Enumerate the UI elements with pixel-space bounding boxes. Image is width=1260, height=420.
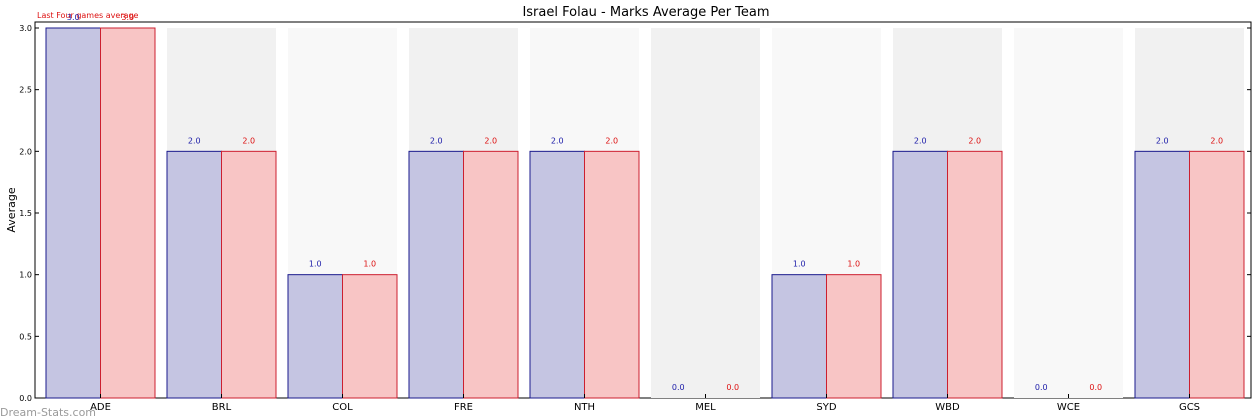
x-tick-label-ade: ADE [90, 402, 111, 413]
y-tick-label-6: 3.0 [19, 24, 32, 33]
bar-col-series2 [342, 274, 398, 399]
data-label-syd-series2: 1.0 [847, 260, 860, 269]
chart-title: Israel Folau - Marks Average Per Team [522, 5, 769, 20]
data-label-col-series2: 1.0 [363, 260, 376, 269]
x-tick-label-wbd: WBD [935, 402, 960, 413]
bar-wbd-series2 [947, 150, 1003, 399]
data-label-syd-series1: 1.0 [793, 260, 806, 269]
data-label-mel-series2: 0.0 [726, 383, 739, 392]
bar-wbd-series1 [892, 150, 948, 399]
x-tick-label-nth: NTH [574, 402, 595, 413]
x-tick-label-brl: BRL [212, 402, 232, 413]
bar-ade-series1 [45, 27, 101, 399]
data-label-fre-series2: 2.0 [484, 136, 497, 145]
x-tick-label-syd: SYD [816, 402, 836, 413]
bar-nth-series1 [529, 150, 585, 399]
data-label-brl-series2: 2.0 [242, 136, 255, 145]
data-label-wce-series1: 0.0 [1035, 383, 1048, 392]
bar-gcs-series2 [1189, 150, 1245, 399]
y-tick-label-4: 2.0 [19, 147, 32, 156]
y-tick-label-0: 0.0 [19, 394, 32, 403]
data-label-gcs-series1: 2.0 [1156, 136, 1169, 145]
x-tick-label-mel: MEL [695, 402, 716, 413]
bar-syd-series2 [826, 274, 882, 399]
data-label-wce-series2: 0.0 [1089, 383, 1102, 392]
data-label-ade-series2: 3.0 [121, 13, 134, 22]
watermark: Dream-Stats.com [0, 406, 97, 419]
data-label-fre-series1: 2.0 [430, 136, 443, 145]
background-band-mel [651, 28, 760, 398]
legend-last-four: Last Four games average [37, 11, 139, 20]
bar-brl-series1 [166, 150, 222, 399]
x-tick-label-fre: FRE [454, 402, 473, 413]
data-label-ade-series1: 3.0 [67, 13, 80, 22]
bar-fre-series1 [408, 150, 464, 399]
y-tick-label-1: 0.5 [19, 332, 32, 341]
background-band-wce [1014, 28, 1123, 398]
data-label-nth-series1: 2.0 [551, 136, 564, 145]
y-axis-label: Average [5, 187, 18, 232]
data-label-wbd-series2: 2.0 [968, 136, 981, 145]
bar-col-series1 [287, 274, 343, 399]
data-label-mel-series1: 0.0 [672, 383, 685, 392]
bar-syd-series1 [771, 274, 827, 399]
data-label-col-series1: 1.0 [309, 260, 322, 269]
y-tick-label-3: 1.5 [19, 209, 32, 218]
y-tick-label-5: 2.5 [19, 86, 32, 95]
y-tick-label-2: 1.0 [19, 271, 32, 280]
bar-nth-series2 [584, 150, 640, 399]
data-label-nth-series2: 2.0 [605, 136, 618, 145]
bar-brl-series2 [221, 150, 277, 399]
x-tick-label-gcs: GCS [1179, 402, 1200, 413]
bar-ade-series2 [100, 27, 156, 399]
bar-fre-series2 [463, 150, 519, 399]
data-label-wbd-series1: 2.0 [914, 136, 927, 145]
bar-gcs-series1 [1134, 150, 1190, 399]
x-tick-label-wce: WCE [1057, 402, 1080, 413]
data-label-gcs-series2: 2.0 [1210, 136, 1223, 145]
data-label-brl-series1: 2.0 [188, 136, 201, 145]
x-tick-label-col: COL [332, 402, 353, 413]
